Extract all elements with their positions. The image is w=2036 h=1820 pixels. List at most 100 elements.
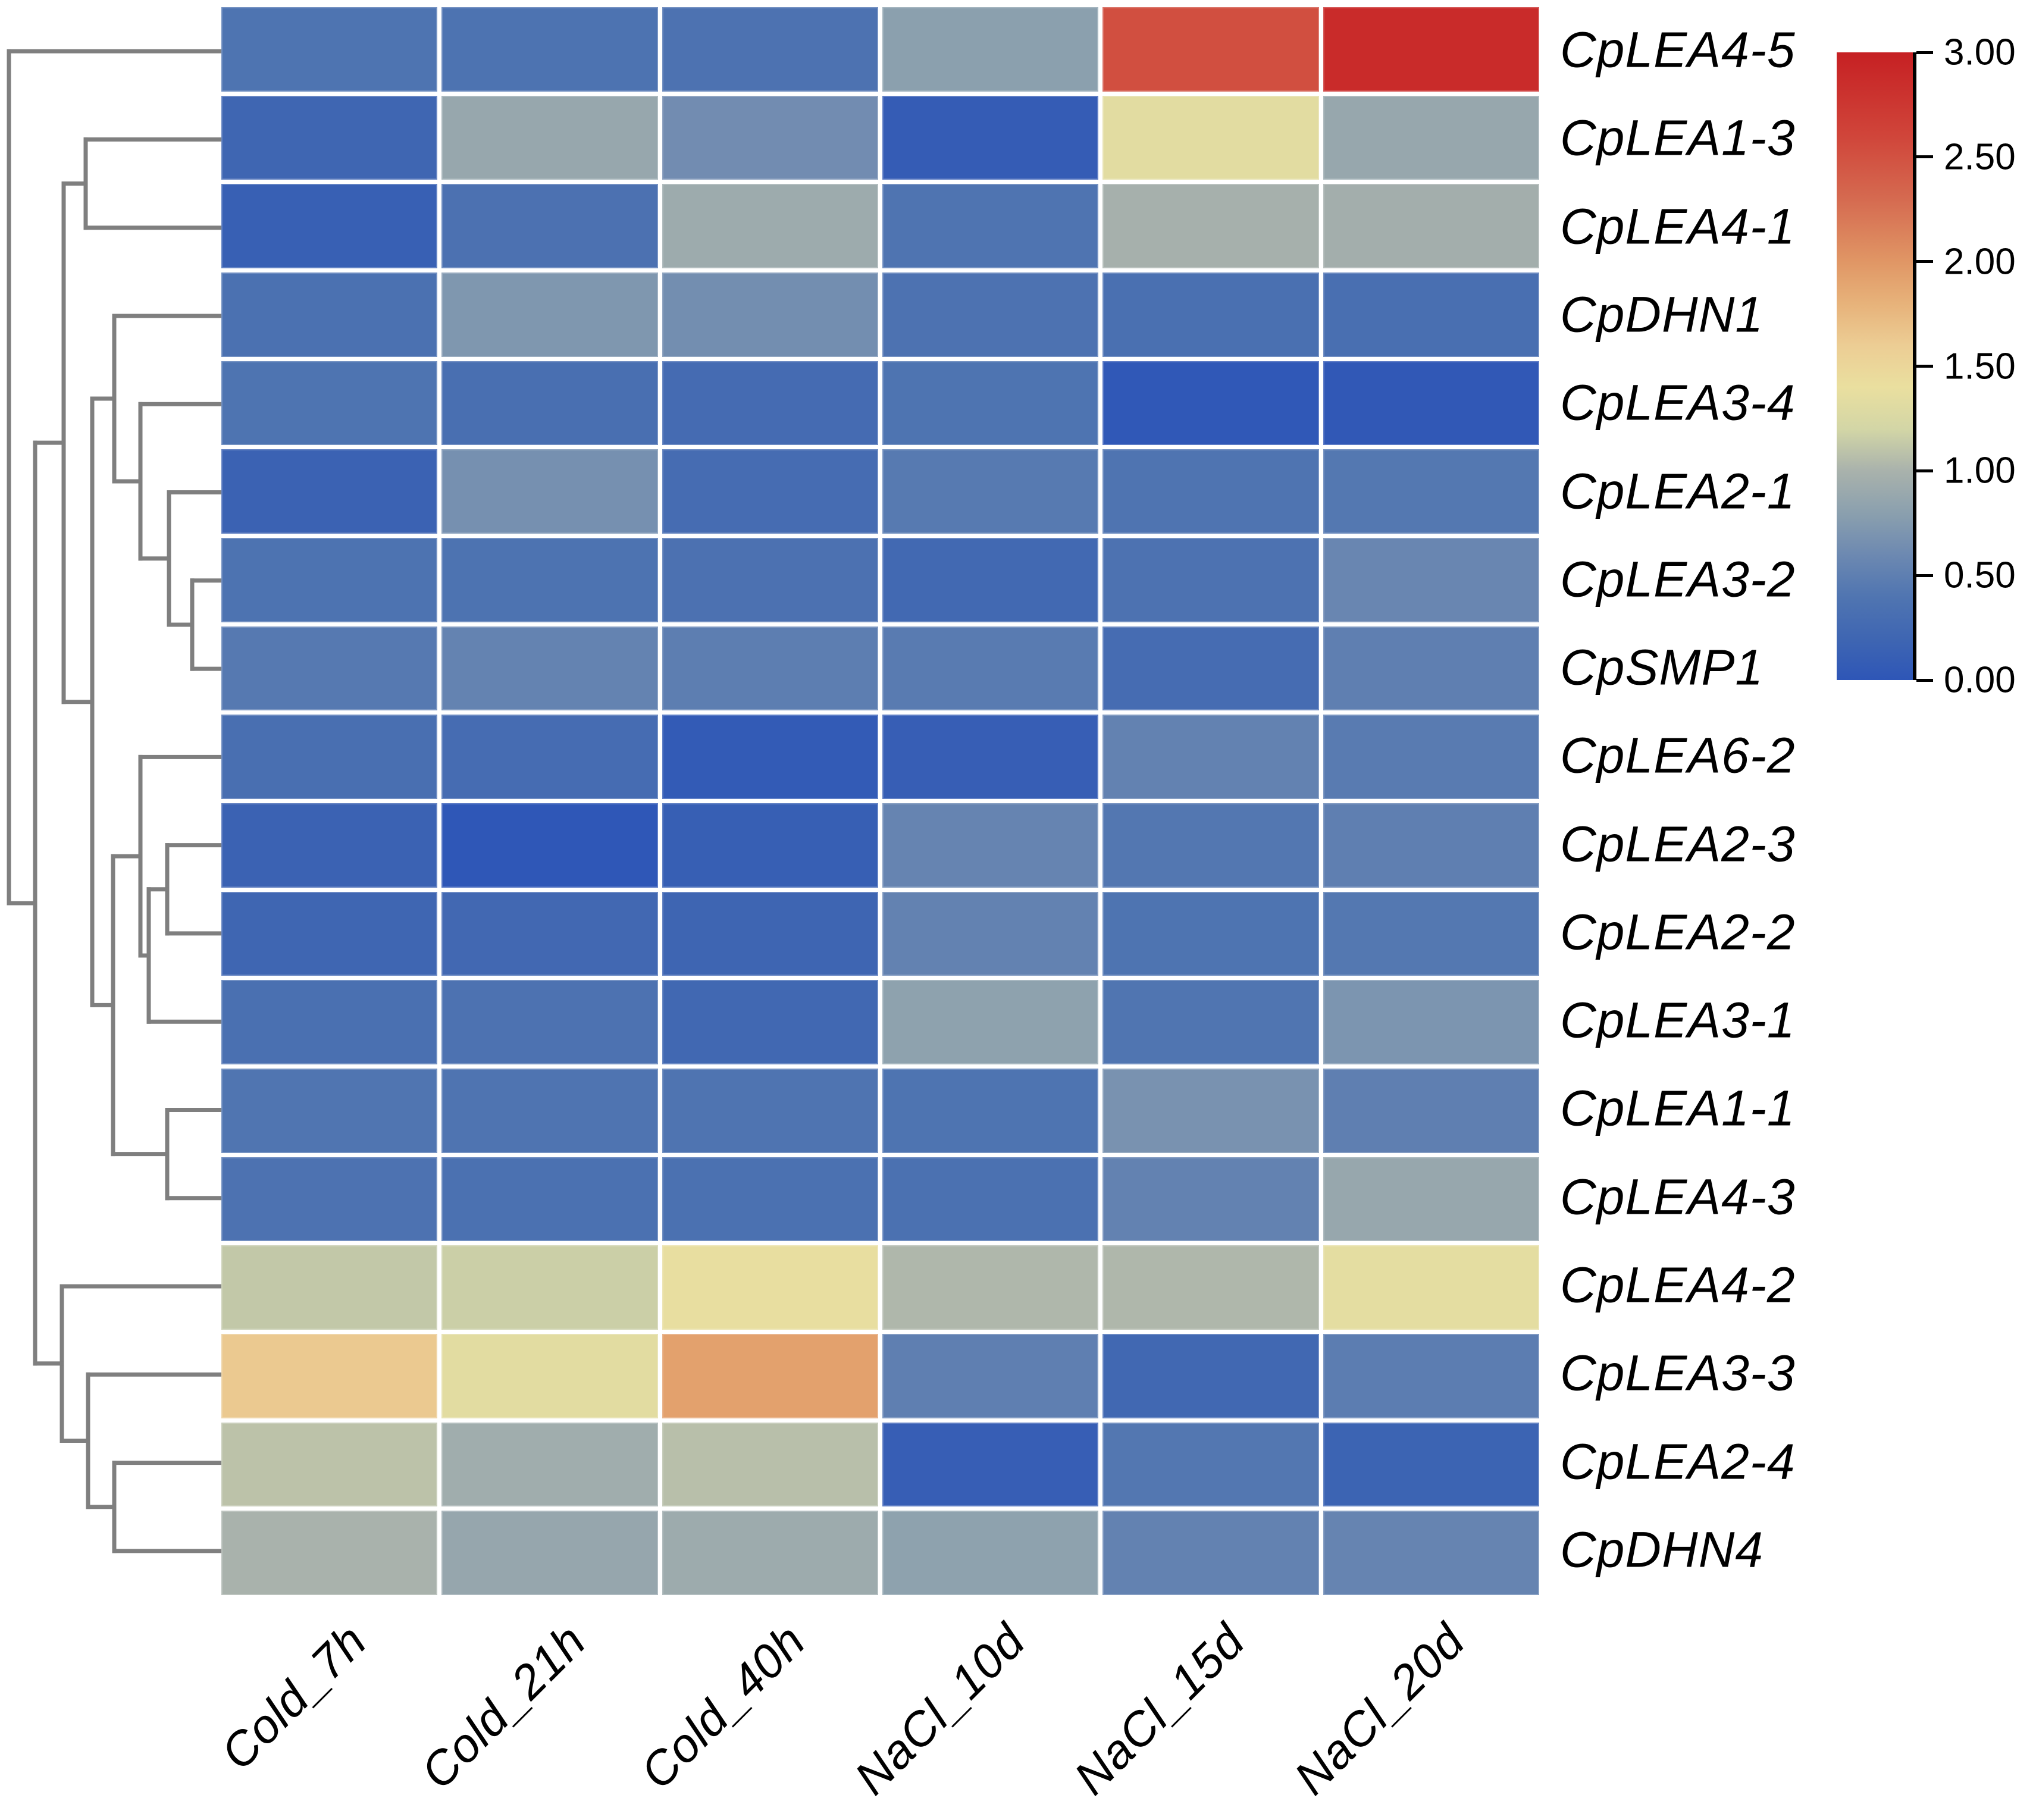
heatmap-cell (1102, 361, 1319, 446)
row-label: CpLEA2-1 (1560, 463, 1796, 519)
heatmap-cell (441, 715, 658, 799)
heatmap-cell (662, 1157, 878, 1242)
heatmap-cell (1323, 626, 1539, 711)
row-label: CpLEA6-2 (1560, 727, 1796, 784)
heatmap-cell (882, 538, 1099, 622)
heatmap-cell (1323, 980, 1539, 1064)
colorbar-tick-label: 1.00 (1944, 450, 2016, 491)
row-label: CpLEA1-3 (1560, 109, 1796, 166)
heatmap-cell (1323, 272, 1539, 357)
heatmap-cell (221, 361, 438, 446)
heatmap-cell (221, 1069, 438, 1153)
heatmap-cell (1323, 803, 1539, 888)
heatmap-cell (221, 626, 438, 711)
heatmap-cell (662, 7, 878, 92)
colorbar-tick-label: 2.50 (1944, 136, 2016, 178)
heatmap-cell (882, 1157, 1099, 1242)
heatmap-cell (1102, 95, 1319, 180)
heatmap-cell (882, 1334, 1099, 1418)
heatmap-cell (882, 626, 1099, 711)
heatmap-cell (662, 449, 878, 534)
row-label: CpLEA1-1 (1560, 1080, 1796, 1137)
heatmap-cell (882, 272, 1099, 357)
colorbar-tick (1916, 574, 1933, 577)
heatmap-cell (1323, 891, 1539, 976)
heatmap-cell (1323, 1334, 1539, 1418)
colorbar-tick (1916, 155, 1933, 159)
heatmap-cell (221, 538, 438, 622)
colorbar-tick (1916, 51, 1933, 54)
heatmap-cell (221, 1422, 438, 1507)
colorbar-gradient (1837, 52, 1913, 680)
heatmap-cell (221, 980, 438, 1064)
heatmap-cell (882, 803, 1099, 888)
heatmap-cell (1323, 1511, 1539, 1595)
heatmap-cell (441, 95, 658, 180)
heatmap-cell (221, 1245, 438, 1330)
heatmap-cell (441, 626, 658, 711)
row-label: CpLEA4-1 (1560, 198, 1796, 255)
heatmap-cell (1102, 1069, 1319, 1153)
heatmap-cell (1102, 1334, 1319, 1418)
heatmap-cell (662, 1511, 878, 1595)
heatmap-grid (221, 7, 1539, 1595)
heatmap-cell (662, 891, 878, 976)
row-label: CpLEA2-3 (1560, 816, 1796, 872)
heatmap-cell (662, 1245, 878, 1330)
heatmap-cell (441, 1511, 658, 1595)
heatmap-cell (662, 1334, 878, 1418)
row-label: CpLEA4-2 (1560, 1257, 1796, 1313)
heatmap-cell (1323, 184, 1539, 268)
colorbar-tick (1916, 260, 1933, 264)
heatmap-cell (441, 538, 658, 622)
heatmap-cell (882, 1422, 1099, 1507)
heatmap-cell (662, 538, 878, 622)
heatmap-cell (441, 272, 658, 357)
heatmap-cell (1323, 1157, 1539, 1242)
heatmap-cell (1102, 1245, 1319, 1330)
heatmap-cell (882, 980, 1099, 1064)
heatmap-cell (441, 1334, 658, 1418)
heatmap-cell (1323, 361, 1539, 446)
row-label: CpDHN4 (1560, 1521, 1764, 1578)
heatmap-cell (221, 715, 438, 799)
heatmap-cell (662, 95, 878, 180)
colorbar-tick-label: 3.00 (1944, 32, 2016, 73)
heatmap-cell (221, 1157, 438, 1242)
heatmap-cell (1102, 272, 1319, 357)
colorbar-tick-label: 0.50 (1944, 555, 2016, 596)
heatmap-cell (882, 184, 1099, 268)
heatmap-cell (882, 715, 1099, 799)
heatmap-cell (221, 1334, 438, 1418)
heatmap-cell (1102, 1157, 1319, 1242)
row-label: CpLEA3-3 (1560, 1345, 1796, 1401)
colorbar-axis-line (1913, 52, 1916, 680)
heatmap-cell (441, 1245, 658, 1330)
row-label: CpLEA4-5 (1560, 21, 1796, 78)
colorbar-tick-label: 2.00 (1944, 241, 2016, 283)
heatmap-cell (662, 1069, 878, 1153)
heatmap-cell (882, 891, 1099, 976)
heatmap-cell (1102, 891, 1319, 976)
heatmap-cell (441, 1069, 658, 1153)
heatmap-cell (221, 449, 438, 534)
heatmap-cell (1323, 1422, 1539, 1507)
heatmap-cell (441, 7, 658, 92)
heatmap-cell (221, 1511, 438, 1595)
heatmap-cell (441, 449, 658, 534)
heatmap-cell (1102, 1422, 1319, 1507)
heatmap-cell (882, 1245, 1099, 1330)
heatmap-cell (1102, 1511, 1319, 1595)
row-label: CpDHN1 (1560, 286, 1764, 343)
heatmap-cell (1102, 184, 1319, 268)
heatmap-cell (882, 1511, 1099, 1595)
heatmap-cell (441, 803, 658, 888)
heatmap-cell (441, 184, 658, 268)
heatmap-cell (662, 803, 878, 888)
heatmap-cell (1102, 715, 1319, 799)
heatmap-cell (882, 361, 1099, 446)
heatmap-cell (1102, 7, 1319, 92)
row-label: CpLEA3-4 (1560, 374, 1796, 431)
